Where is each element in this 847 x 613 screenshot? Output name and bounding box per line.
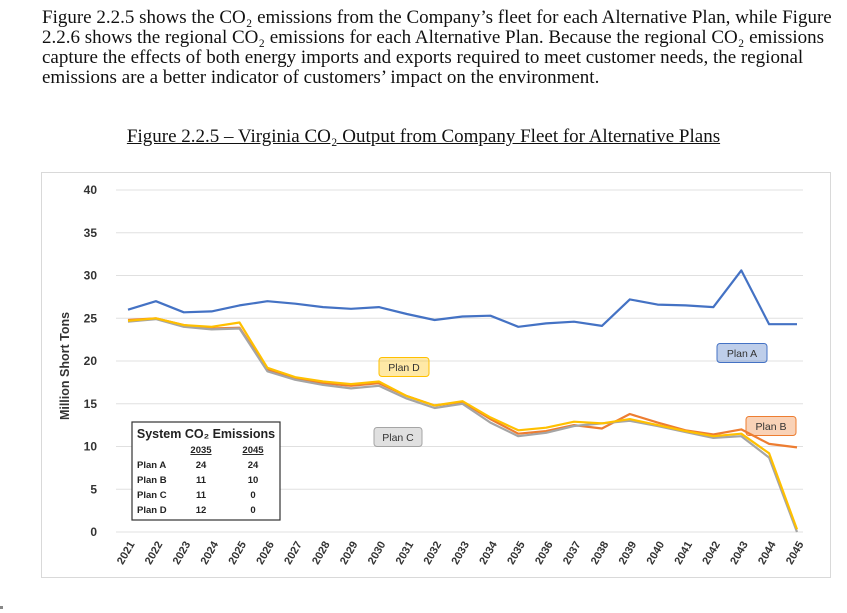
inset-row-label-plan-b: Plan B [137,475,167,486]
x-tick-label-2035: 2035 [505,540,528,567]
series-label-plan-c-box [373,427,423,447]
inset-cell-plan-d-2045: 0 [250,505,255,516]
series-line-plan-d [127,317,799,530]
inset-box [131,421,281,521]
series-labels: Plan A Plan B Plan C Plan D [373,343,797,447]
x-tick-label-2029: 2029 [338,540,361,567]
inset-cell-plan-d-2035: 12 [196,505,207,516]
y-tick-label-20: 20 [84,354,98,368]
x-tick-label-2028: 2028 [310,540,333,567]
y-axis-ticks: 0 5 10 15 20 25 30 35 40 [84,183,98,539]
y-axis-label: Million Short Tons [58,312,72,420]
y-tick-label-5: 5 [90,482,97,496]
inset-cell-plan-a-2045: 24 [248,460,259,471]
x-axis-ticks: 2021 2022 2023 2024 2025 2026 2027 2028 2029 2030… [115,539,807,567]
y-tick-label-35: 35 [84,226,98,240]
inset-row-label-plan-c: Plan C [137,490,167,501]
series-label-plan-b: Plan B [745,416,797,436]
inset-cell-plan-a-2035: 24 [196,460,207,471]
x-tick-label-2043: 2043 [728,540,751,567]
series-label-plan-a-box [716,343,768,363]
figure-title: Figure 2.2.5 – Virginia CO₂ Output from … [126,126,721,147]
y-tick-label-25: 25 [84,311,98,325]
x-tick-label-2041: 2041 [672,540,695,567]
x-tick-label-2032: 2032 [422,540,445,567]
x-tick-label-2033: 2033 [449,540,472,567]
x-tick-label-2039: 2039 [617,540,640,567]
x-tick-label-2022: 2022 [143,540,166,567]
x-tick-label-2045: 2045 [784,540,807,567]
x-tick-label-2024: 2024 [199,539,222,567]
inset-cell-plan-c-2035: 11 [196,490,207,501]
series-label-plan-d: Plan D [378,357,430,377]
inset-cell-plan-c-2045: 0 [250,490,255,501]
x-tick-label-2036: 2036 [533,540,556,567]
inset-row-label-plan-d: Plan D [137,505,167,516]
inset-col-2045: 2045 [242,445,264,456]
x-tick-label-2044: 2044 [756,539,779,567]
chart-frame: 0 5 10 15 20 25 30 35 40 2021 2022 2023 2024 2025 202… [41,172,831,578]
inset-cell-plan-b-2045: 10 [248,475,259,486]
x-tick-label-2023: 2023 [171,540,194,567]
inset-col-2035: 2035 [190,445,212,456]
series-label-plan-c: Plan C [373,427,423,447]
x-tick-label-2031: 2031 [394,540,417,567]
x-tick-label-2034: 2034 [477,539,500,567]
x-tick-label-2042: 2042 [700,540,723,567]
x-tick-label-2026: 2026 [254,540,277,567]
x-tick-label-2025: 2025 [226,540,249,567]
series-label-plan-c-text: Plan C [382,432,414,444]
inset-emissions-table: System CO₂ Emissions 2035 2045 Plan A 24 24 Pl… [131,421,281,521]
inset-cell-plan-b-2035: 11 [196,475,207,486]
series-label-plan-a: Plan A [716,343,768,363]
x-tick-label-2038: 2038 [589,540,612,567]
series-label-plan-d-text: Plan D [388,362,420,374]
series-lines [127,269,799,533]
x-tick-label-2040: 2040 [645,540,668,567]
y-tick-label-10: 10 [84,440,98,454]
page-edge-mark [0,606,3,609]
series-label-plan-a-text: Plan A [727,348,757,360]
x-tick-label-2027: 2027 [282,540,305,567]
y-tick-label-40: 40 [84,183,98,197]
series-label-plan-d-box [378,357,430,377]
series-label-plan-b-text: Plan B [756,421,787,433]
y-tick-label-30: 30 [84,269,98,283]
series-line-plan-a [127,269,797,328]
x-tick-label-2037: 2037 [561,540,584,567]
y-tick-label-15: 15 [84,397,98,411]
y-tick-label-0: 0 [90,525,97,539]
intro-paragraph: Figure 2.2.5 shows the CO₂ emissions fro… [42,7,832,88]
x-tick-label-2030: 2030 [366,540,389,567]
inset-row-label-plan-a: Plan A [137,460,166,471]
x-tick-label-2021: 2021 [115,540,138,567]
inset-title: System CO₂ Emissions [137,427,275,441]
series-label-plan-b-box [745,416,797,436]
